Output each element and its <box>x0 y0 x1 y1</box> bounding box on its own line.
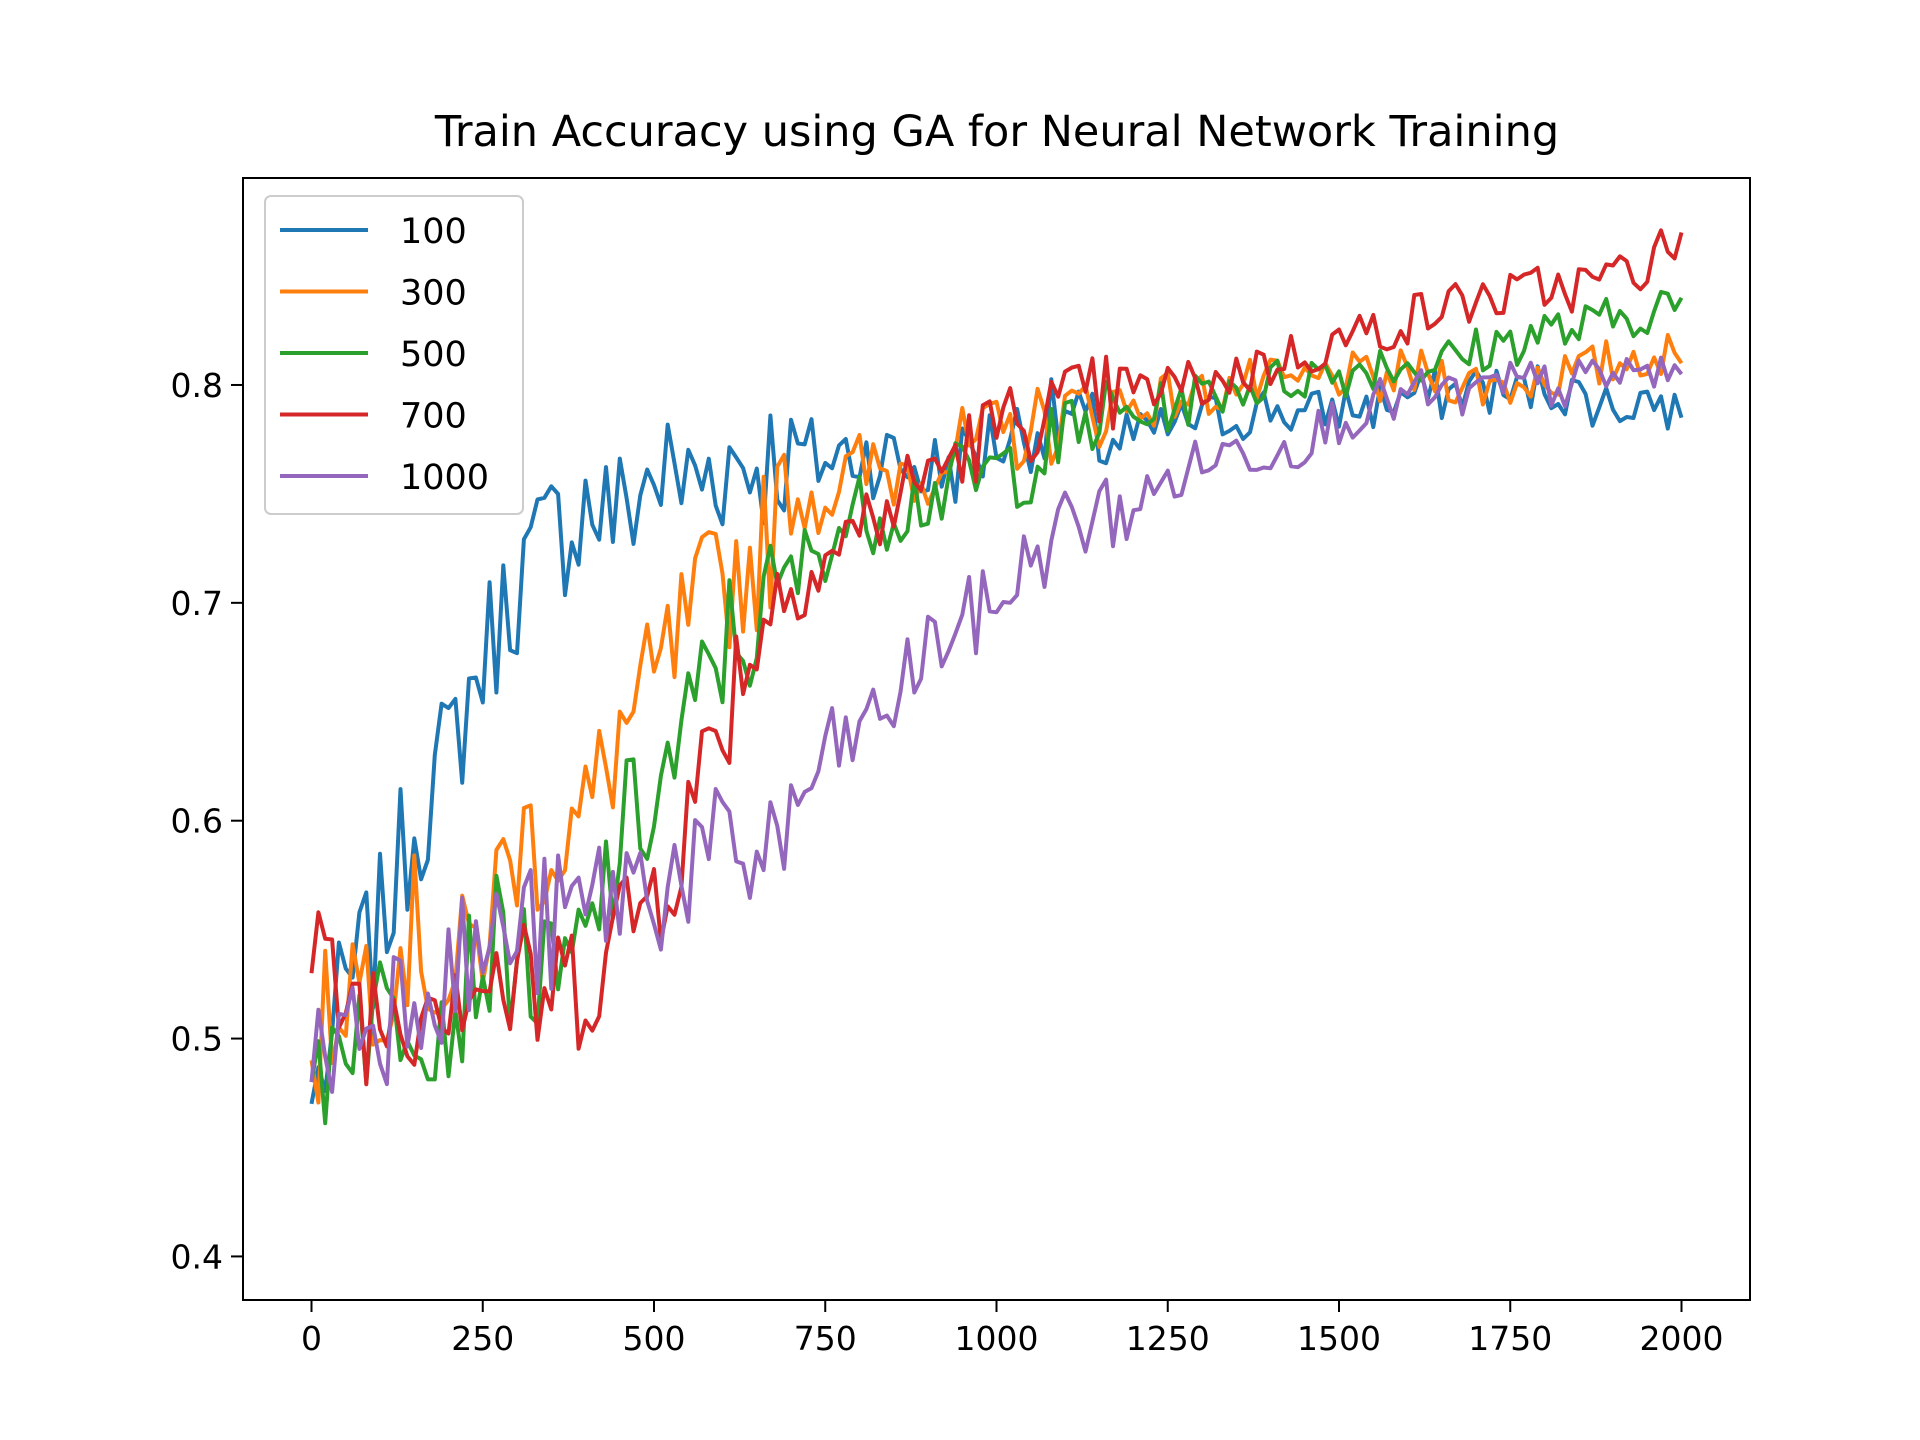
series-line-500 <box>309 289 1684 1126</box>
y-tick-label: 0.7 <box>171 584 223 623</box>
x-tick-label: 1000 <box>955 1319 1039 1358</box>
x-axis: 0 250 500 750 1000 1250 1500 1750 2000 <box>301 1300 1723 1358</box>
legend-label-500: 500 <box>400 335 467 375</box>
x-tick-label: 750 <box>794 1319 857 1358</box>
x-tick-label: 0 <box>301 1319 322 1358</box>
y-tick-label: 0.5 <box>171 1020 223 1059</box>
legend-label-1000: 1000 <box>400 458 489 498</box>
y-tick-label: 0.8 <box>171 366 223 405</box>
series-line-300 <box>309 333 1684 1105</box>
y-tick-label: 0.4 <box>171 1237 223 1276</box>
x-tick-label: 1500 <box>1297 1319 1381 1358</box>
series-1000 <box>309 355 1684 1094</box>
y-tick-label: 0.6 <box>171 802 223 841</box>
chart-title: Train Accuracy using GA for Neural Netwo… <box>434 107 1559 157</box>
series-500 <box>309 289 1684 1126</box>
x-tick-label: 1750 <box>1468 1319 1552 1358</box>
x-tick-label: 1250 <box>1126 1319 1210 1358</box>
legend-label-100: 100 <box>400 212 467 252</box>
series-300 <box>309 333 1684 1105</box>
x-tick-label: 2000 <box>1640 1319 1724 1358</box>
series-line-1000 <box>309 355 1684 1094</box>
legend: 100 300 500 700 1000 <box>264 195 524 515</box>
series-layer <box>309 228 1684 1126</box>
legend-label-300: 300 <box>400 274 467 314</box>
series-700 <box>309 228 1684 1087</box>
legend-box <box>264 195 524 515</box>
y-axis: 0.4 0.5 0.6 0.7 0.8 <box>171 366 243 1276</box>
x-tick-label: 500 <box>623 1319 686 1358</box>
series-line-700 <box>309 228 1684 1087</box>
legend-label-700: 700 <box>400 397 467 437</box>
x-tick-label: 250 <box>451 1319 514 1358</box>
